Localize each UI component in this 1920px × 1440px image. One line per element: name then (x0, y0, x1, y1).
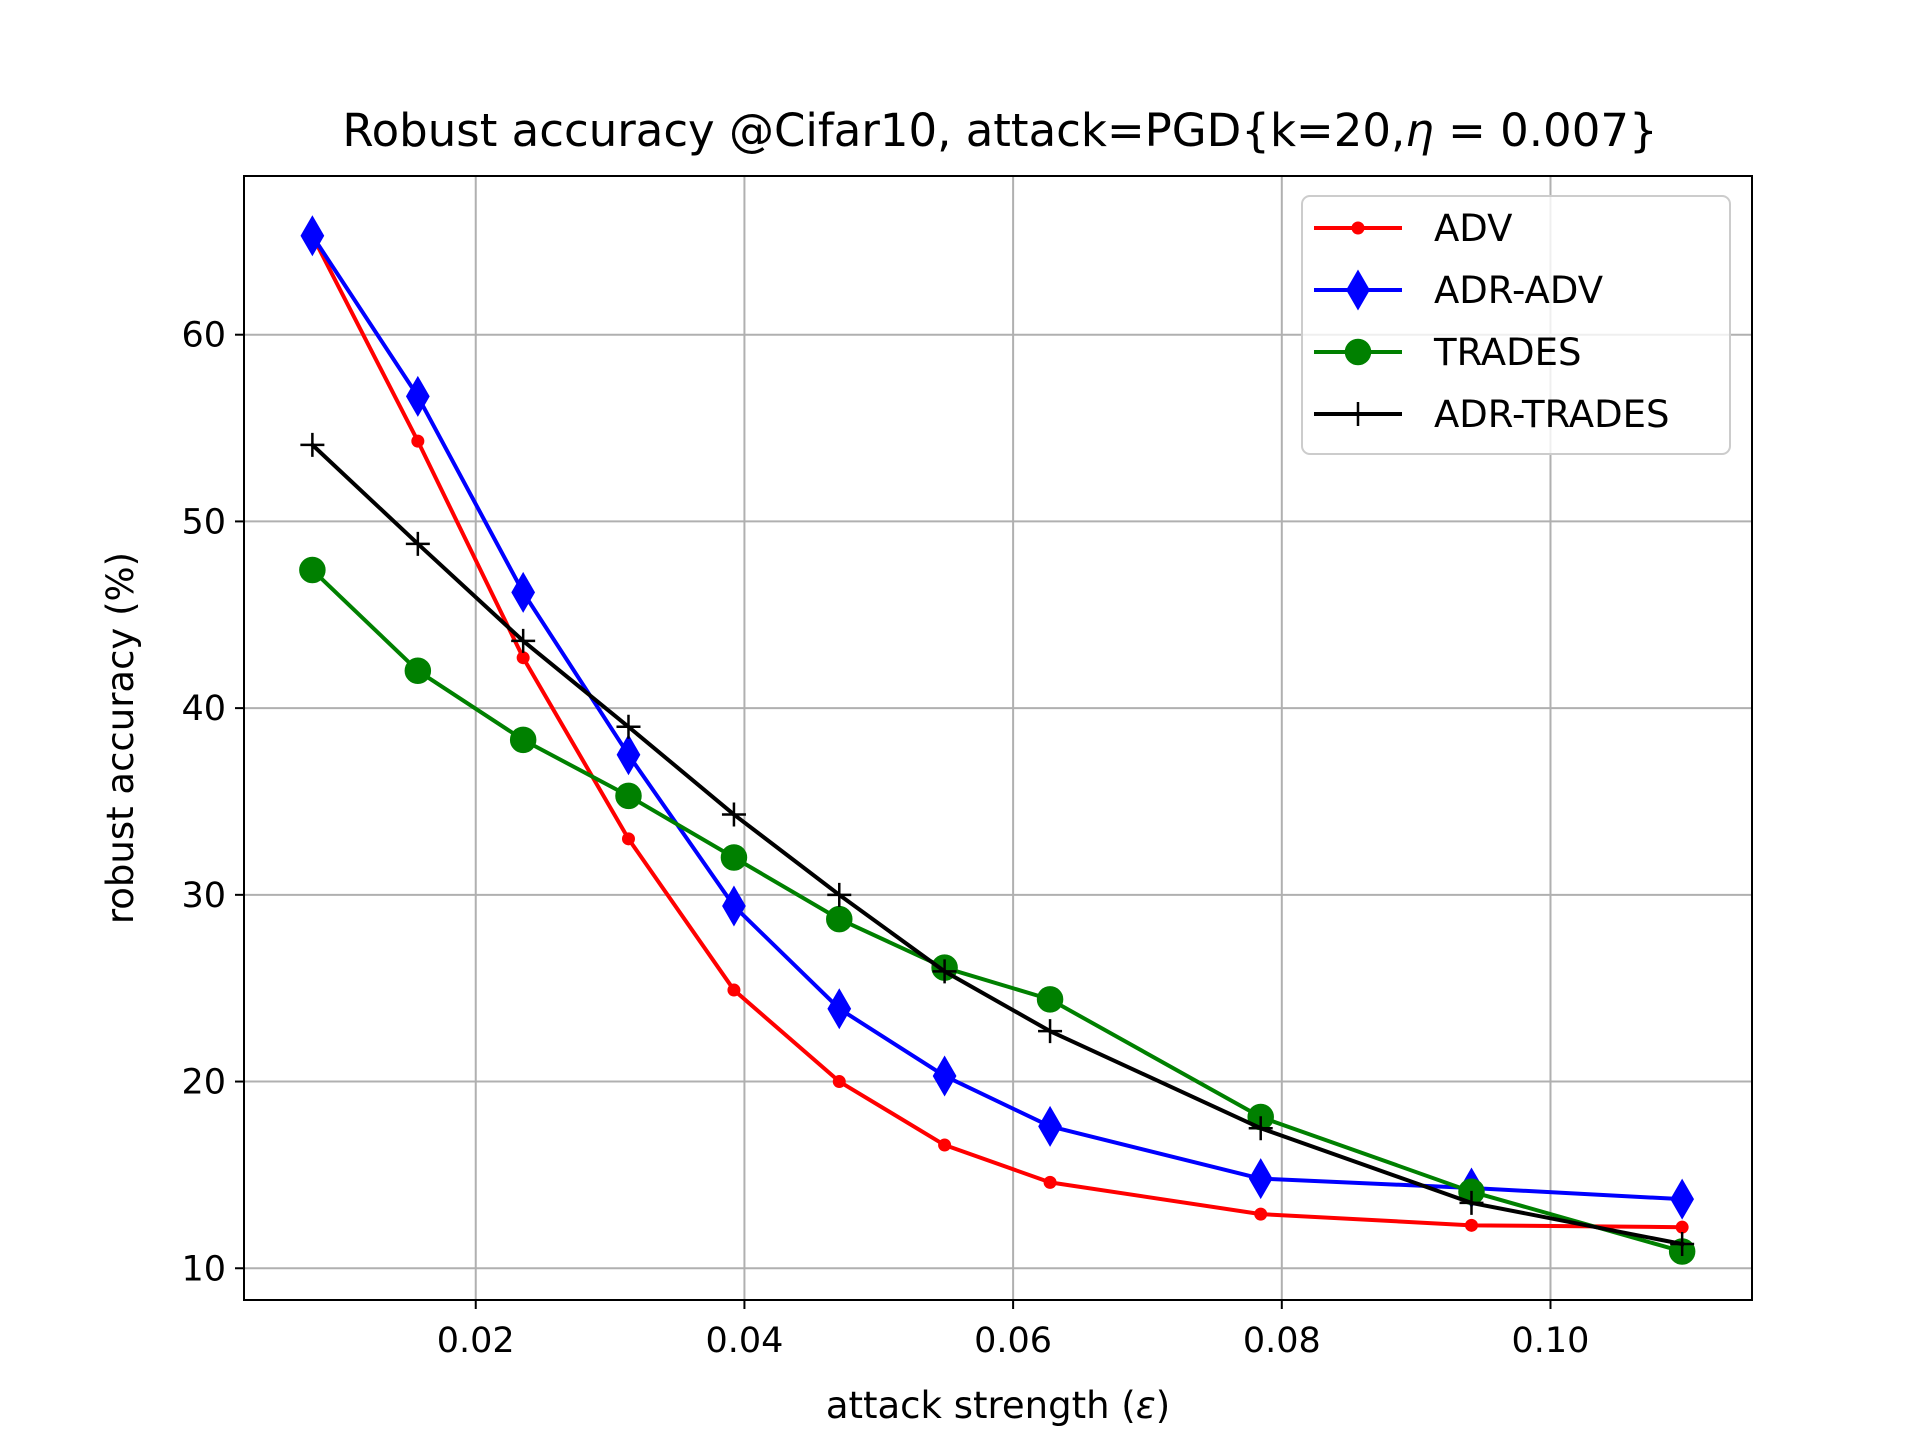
data-point-adv (1254, 1207, 1268, 1221)
y-tick-label: 50 (181, 502, 226, 542)
data-point-adr-trades (1670, 1231, 1695, 1256)
data-point-adr-trades (405, 531, 430, 556)
x-tick-label: 0.02 (437, 1321, 515, 1361)
data-point-trades (720, 844, 748, 871)
legend-label-adr-adv: ADR-ADV (1434, 269, 1603, 312)
data-point-adr-trades (511, 628, 536, 653)
series-trades (299, 556, 1696, 1265)
y-tick-label: 10 (181, 1249, 226, 1289)
data-point-adv (1464, 1218, 1478, 1232)
x-axis: 0.02 0.04 0.06 0.08 0.10 (437, 1300, 1590, 1361)
data-point-adr-trades (300, 432, 325, 457)
data-point-adv (516, 651, 530, 665)
chart-title: Robust accuracy @Cifar10, attack=PGD{k=2… (342, 104, 1657, 157)
data-point-trades (404, 657, 432, 685)
data-point-trades (299, 556, 326, 584)
data-point-adr-trades (1459, 1190, 1484, 1215)
data-point-adr-adv (405, 375, 430, 417)
y-tick-label: 20 (181, 1063, 226, 1103)
data-point-adr-trades (1248, 1116, 1273, 1141)
data-point-adv (621, 832, 635, 846)
y-axis: 10 20 30 40 50 60 (181, 316, 244, 1289)
data-point-adr-adv (1670, 1178, 1695, 1220)
data-point-adr-trades (827, 882, 852, 907)
data-point-trades (1036, 986, 1064, 1013)
y-tick-label: 30 (181, 876, 226, 916)
x-tick-label: 0.08 (1243, 1321, 1321, 1361)
data-point-adr-trades (721, 802, 746, 827)
series-adv (305, 229, 1689, 1234)
y-tick-label: 40 (181, 689, 226, 729)
y-tick-label: 60 (181, 316, 226, 356)
y-axis-label: robust accuracy (%) (99, 552, 142, 924)
data-point-trades (615, 782, 642, 810)
data-point-adr-adv (1248, 1158, 1273, 1200)
legend-item-adr-adv: ADR-ADV (1314, 269, 1603, 312)
data-point-adr-adv (932, 1055, 957, 1097)
legend-marker-adr-trades (1346, 402, 1370, 426)
legend-label-trades: TRADES (1433, 331, 1581, 374)
data-point-adr-trades (932, 959, 957, 984)
legend-item-trades: TRADES (1314, 331, 1581, 374)
legend: ADV ADR-ADV TRADES ADR-TRADES (1301, 195, 1731, 455)
x-axis-label: attack strength (ε) (826, 1384, 1170, 1427)
data-point-adv (1675, 1220, 1689, 1234)
data-point-trades (509, 726, 537, 754)
data-point-adr-adv (300, 215, 325, 257)
legend-marker-adv (1351, 221, 1365, 235)
series-layer (299, 215, 1696, 1265)
data-point-adr-adv (827, 988, 852, 1030)
data-point-adr-trades (1038, 1019, 1063, 1044)
data-point-adr-adv (616, 734, 641, 776)
data-point-adv (832, 1075, 846, 1089)
x-tick-label: 0.10 (1512, 1321, 1590, 1361)
series-adr-trades (300, 432, 1695, 1256)
data-point-adv (938, 1138, 952, 1152)
data-point-adv (1043, 1175, 1057, 1189)
plot-frame (243, 175, 1753, 1301)
legend-frame (1301, 195, 1731, 455)
data-point-adr-adv (722, 885, 746, 927)
legend-item-adr-trades: ADR-TRADES (1314, 393, 1669, 436)
legend-item-adv: ADV (1314, 207, 1512, 250)
x-tick-label: 0.04 (705, 1321, 783, 1361)
x-tick-label: 0.06 (974, 1321, 1052, 1361)
legend-marker-adr-adv (1346, 269, 1370, 311)
data-point-adr-adv (511, 571, 536, 613)
data-point-adv (411, 434, 425, 448)
legend-label-adv: ADV (1434, 207, 1512, 250)
legend-marker-trades (1344, 338, 1372, 366)
data-point-adv (727, 983, 741, 997)
data-point-adr-adv (1038, 1105, 1062, 1147)
legend-label-adr-trades: ADR-TRADES (1434, 393, 1669, 436)
data-point-trades (826, 905, 853, 933)
data-point-adr-trades (616, 714, 641, 739)
